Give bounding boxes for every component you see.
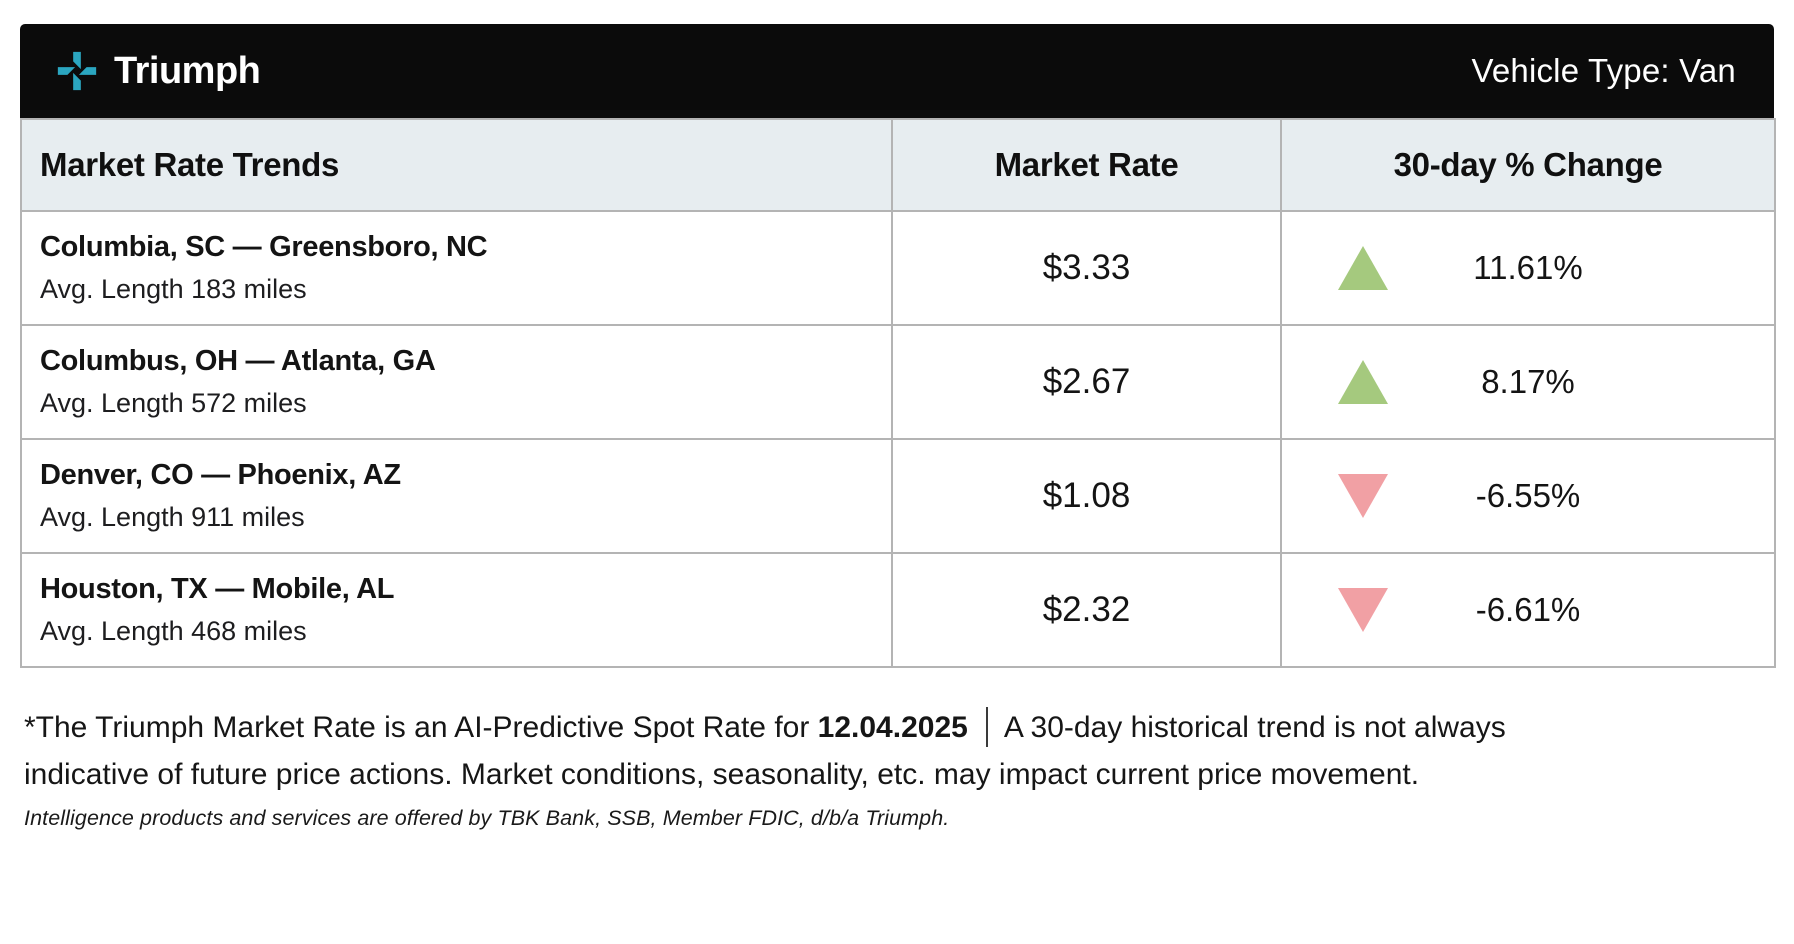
column-header-change: 30-day % Change bbox=[1280, 118, 1776, 212]
lane-name: Columbia, SC — Greensboro, NC bbox=[40, 231, 488, 264]
change-wrap: 11.61% bbox=[1282, 212, 1774, 324]
change-percent: 8.17% bbox=[1481, 363, 1575, 400]
lane-cell: Houston, TX — Mobile, AL Avg. Length 468 … bbox=[20, 552, 893, 668]
table-row: Houston, TX — Mobile, AL Avg. Length 468 … bbox=[20, 552, 1776, 668]
trend-down-icon bbox=[1338, 588, 1388, 632]
change-cell: 8.17% bbox=[1280, 324, 1776, 440]
divider-bar bbox=[985, 707, 988, 748]
market-rate-value: $3.33 bbox=[891, 210, 1282, 326]
brand-name: Triumph bbox=[114, 49, 261, 92]
change-percent: -6.61% bbox=[1475, 591, 1581, 628]
change-wrap: -6.55% bbox=[1282, 440, 1774, 552]
top-bar: Triumph Vehicle Type: Van bbox=[20, 24, 1774, 118]
disclaimer-prefix: *The Triumph Market Rate is an AI-Predic… bbox=[24, 711, 818, 744]
change-percent: 11.61% bbox=[1473, 249, 1583, 286]
lane-cell: Columbia, SC — Greensboro, NC Avg. Length… bbox=[20, 210, 893, 326]
footnote: *The Triumph Market Rate is an AI-Predic… bbox=[20, 704, 1774, 831]
brand: Triumph bbox=[54, 48, 261, 94]
lane-avg-length: Avg. Length 572 miles bbox=[40, 388, 307, 419]
lane-avg-length: Avg. Length 183 miles bbox=[40, 274, 307, 305]
column-header-lane: Market Rate Trends bbox=[20, 118, 893, 212]
vehicle-type-label: Vehicle Type: Van bbox=[1471, 52, 1736, 89]
lane-name: Houston, TX — Mobile, AL bbox=[40, 573, 395, 606]
rate-date: 12.04.2025 bbox=[817, 711, 968, 744]
disclaimer-line-1: *The Triumph Market Rate is an AI-Predic… bbox=[24, 704, 1774, 751]
market-rate-value: $2.67 bbox=[891, 324, 1282, 440]
market-rate-value: $2.32 bbox=[891, 552, 1282, 668]
lane-cell: Columbus, OH — Atlanta, GA Avg. Length 57… bbox=[20, 324, 893, 440]
change-percent: -6.55% bbox=[1475, 477, 1581, 514]
trend-up-icon bbox=[1338, 246, 1388, 290]
disclaimer-suffix: A 30-day historical trend is not always bbox=[1003, 711, 1506, 744]
lane-cell: Denver, CO — Phoenix, AZ Avg. Length 911 … bbox=[20, 438, 893, 554]
trend-up-icon bbox=[1338, 360, 1388, 404]
table-row: Columbus, OH — Atlanta, GA Avg. Length 57… bbox=[20, 324, 1776, 440]
change-wrap: -6.61% bbox=[1282, 554, 1774, 666]
trend-down-icon bbox=[1338, 474, 1388, 518]
lane-name: Columbus, OH — Atlanta, GA bbox=[40, 345, 436, 378]
triumph-logo-icon bbox=[54, 48, 100, 94]
column-header-rate: Market Rate bbox=[891, 118, 1282, 212]
lane-avg-length: Avg. Length 911 miles bbox=[40, 502, 305, 533]
lane-name: Denver, CO — Phoenix, AZ bbox=[40, 459, 401, 492]
table-row: Columbia, SC — Greensboro, NC Avg. Length… bbox=[20, 210, 1776, 326]
lane-avg-length: Avg. Length 468 miles bbox=[40, 616, 307, 647]
table-row: Denver, CO — Phoenix, AZ Avg. Length 911 … bbox=[20, 438, 1776, 554]
change-cell: -6.55% bbox=[1280, 438, 1776, 554]
change-wrap: 8.17% bbox=[1282, 326, 1774, 438]
table-header-row: Market Rate Trends Market Rate 30-day % … bbox=[20, 118, 1776, 212]
change-cell: -6.61% bbox=[1280, 552, 1776, 668]
change-cell: 11.61% bbox=[1280, 210, 1776, 326]
market-rate-table: Market Rate Trends Market Rate 30-day % … bbox=[20, 118, 1776, 668]
disclaimer-line-2: indicative of future price actions. Mark… bbox=[24, 758, 1420, 792]
fine-print: Intelligence products and services are o… bbox=[24, 806, 950, 831]
market-rate-value: $1.08 bbox=[891, 438, 1282, 554]
